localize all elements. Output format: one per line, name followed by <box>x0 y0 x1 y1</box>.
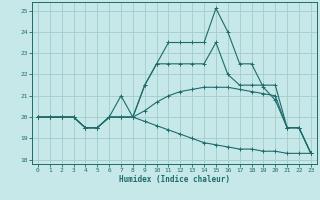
X-axis label: Humidex (Indice chaleur): Humidex (Indice chaleur) <box>119 175 230 184</box>
